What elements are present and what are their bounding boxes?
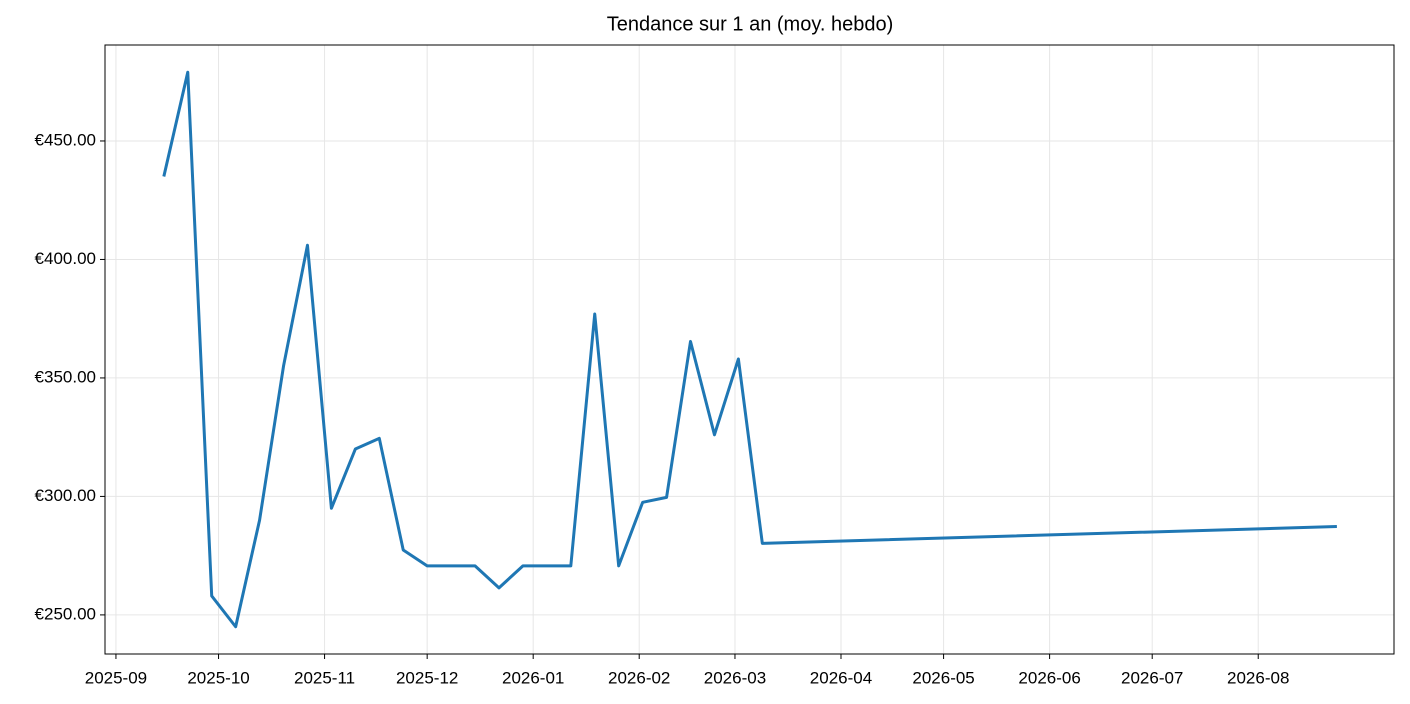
x-tick-label: 2026-01 <box>502 668 564 687</box>
x-tick-label: 2025-12 <box>396 668 458 687</box>
x-tick-label: 2025-11 <box>294 668 355 687</box>
x-tick-label: 2026-04 <box>810 668 872 687</box>
x-tick-label: 2026-02 <box>608 668 670 687</box>
x-tick-label: 2026-08 <box>1227 668 1289 687</box>
y-tick-label: €250.00 <box>35 604 96 623</box>
x-tick-label: 2025-10 <box>187 668 249 687</box>
x-tick-label: 2025-09 <box>85 668 147 687</box>
y-tick-label: €450.00 <box>35 130 96 149</box>
x-tick-label: 2026-07 <box>1121 668 1183 687</box>
chart-title: Tendance sur 1 an (moy. hebdo) <box>607 13 893 35</box>
y-tick-label: €400.00 <box>35 249 96 268</box>
y-tick-label: €300.00 <box>35 486 96 505</box>
x-tick-label: 2026-06 <box>1018 668 1080 687</box>
y-tick-label: €350.00 <box>35 367 96 386</box>
plot-frame <box>104 44 1395 655</box>
x-tick-label: 2026-05 <box>912 668 974 687</box>
x-tick-label: 2026-03 <box>704 668 766 687</box>
line <box>162 70 1337 629</box>
